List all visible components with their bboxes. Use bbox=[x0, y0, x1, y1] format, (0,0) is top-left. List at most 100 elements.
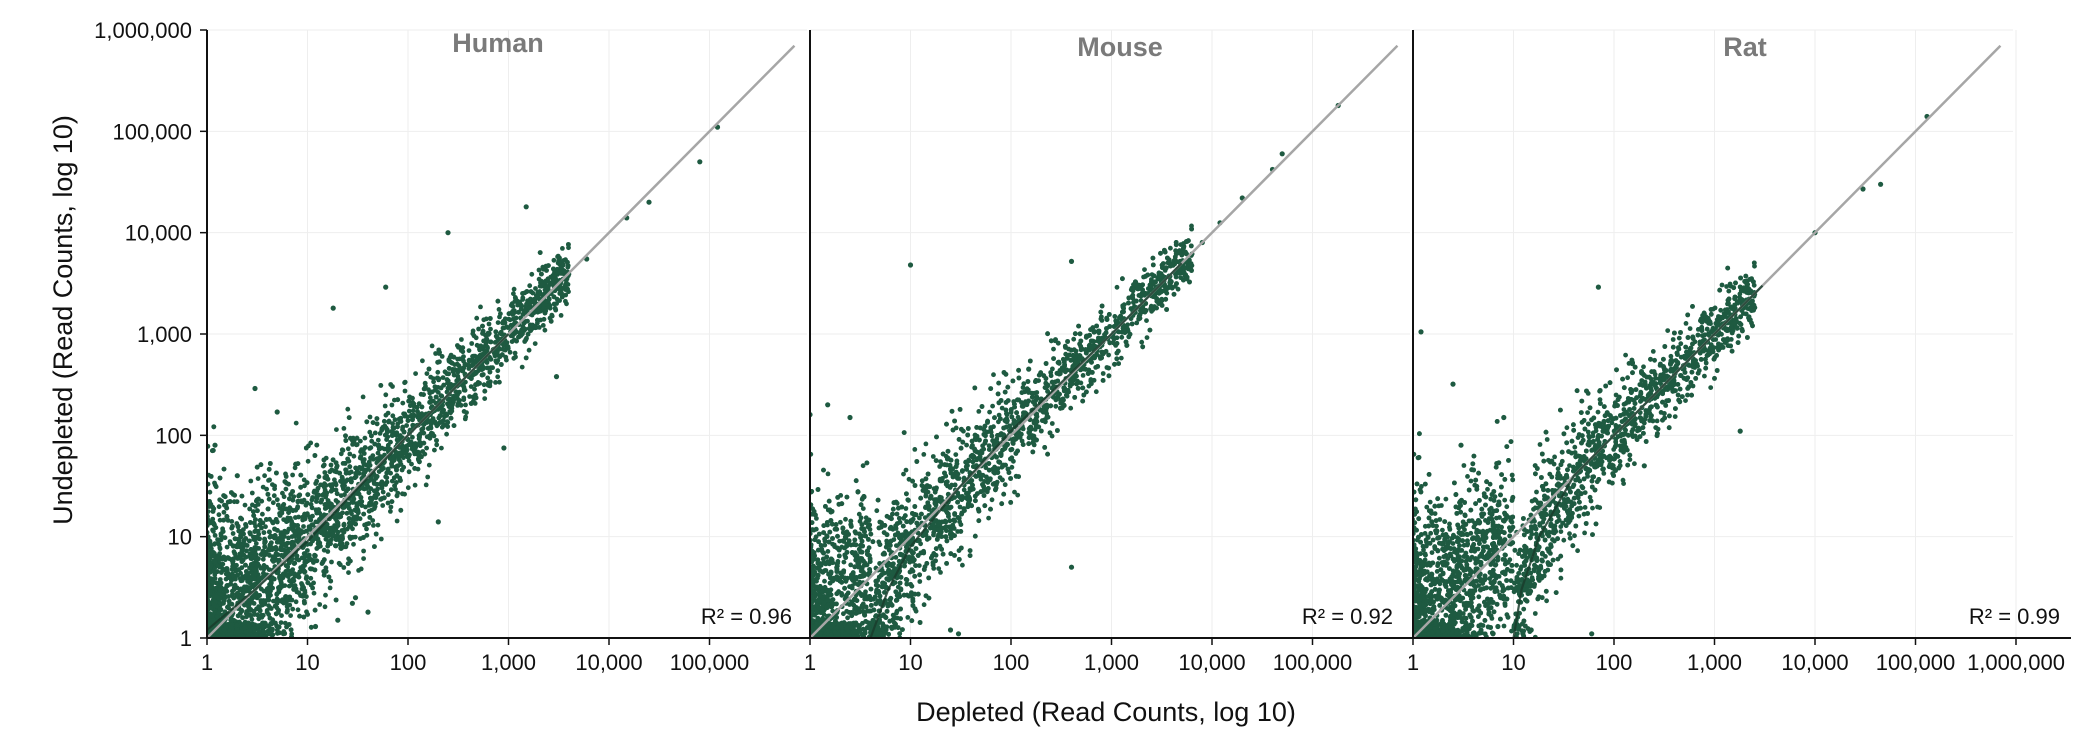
data-point bbox=[354, 502, 360, 508]
data-point bbox=[402, 388, 408, 394]
data-point bbox=[317, 602, 323, 607]
data-point bbox=[429, 421, 434, 427]
data-point bbox=[276, 607, 281, 613]
data-point bbox=[255, 496, 261, 502]
data-point bbox=[329, 559, 334, 565]
data-point bbox=[230, 531, 236, 536]
data-point bbox=[234, 562, 239, 568]
data-point bbox=[528, 289, 534, 294]
data-point bbox=[268, 533, 274, 539]
data-point bbox=[215, 541, 221, 546]
data-point bbox=[421, 421, 427, 427]
data-point bbox=[308, 517, 314, 523]
data-point bbox=[222, 595, 228, 601]
data-point bbox=[358, 566, 364, 572]
data-point bbox=[217, 517, 223, 523]
data-point bbox=[210, 448, 215, 454]
data-point bbox=[480, 323, 485, 329]
data-point bbox=[283, 471, 288, 477]
data-point bbox=[253, 517, 258, 522]
data-point bbox=[436, 347, 442, 353]
data-point bbox=[314, 546, 320, 551]
data-point bbox=[350, 499, 356, 504]
data-point bbox=[270, 576, 276, 582]
data-point bbox=[388, 509, 393, 514]
data-point bbox=[360, 459, 366, 465]
data-point bbox=[290, 539, 295, 545]
data-point bbox=[276, 587, 282, 593]
data-point bbox=[230, 524, 235, 529]
data-point bbox=[266, 478, 271, 483]
data-point bbox=[537, 250, 543, 256]
data-point bbox=[272, 535, 277, 541]
data-point bbox=[546, 263, 551, 268]
data-point bbox=[401, 455, 406, 461]
data-point bbox=[345, 561, 351, 566]
data-point bbox=[221, 466, 227, 472]
data-point bbox=[232, 551, 238, 556]
data-point bbox=[247, 538, 252, 544]
data-point bbox=[400, 424, 406, 430]
data-point bbox=[488, 356, 493, 362]
data-point bbox=[217, 475, 223, 481]
data-point bbox=[389, 461, 394, 467]
data-point bbox=[398, 478, 403, 483]
data-point bbox=[312, 567, 318, 573]
data-point bbox=[697, 159, 703, 165]
data-point bbox=[443, 411, 449, 417]
data-point bbox=[302, 516, 308, 522]
data-point bbox=[481, 317, 487, 323]
data-point bbox=[410, 408, 416, 414]
data-point bbox=[385, 492, 391, 498]
data-point bbox=[390, 457, 396, 462]
data-point bbox=[239, 576, 245, 582]
data-point bbox=[401, 429, 407, 435]
data-point bbox=[501, 347, 506, 352]
scatter-points bbox=[207, 102, 1930, 638]
data-point bbox=[266, 496, 272, 502]
data-point bbox=[243, 562, 248, 568]
data-point bbox=[273, 611, 279, 617]
data-point bbox=[315, 536, 321, 542]
data-point bbox=[277, 535, 283, 541]
data-point bbox=[473, 395, 479, 401]
data-point bbox=[417, 443, 423, 449]
data-point bbox=[434, 438, 439, 443]
data-point bbox=[286, 535, 291, 541]
data-point bbox=[540, 323, 546, 328]
data-point bbox=[242, 602, 247, 608]
data-point bbox=[375, 450, 381, 456]
data-point bbox=[247, 506, 253, 512]
data-point bbox=[439, 445, 444, 451]
data-point bbox=[341, 565, 347, 570]
data-point bbox=[274, 497, 280, 503]
data-point bbox=[345, 446, 351, 452]
data-point bbox=[225, 518, 231, 523]
data-point bbox=[227, 499, 233, 504]
data-point bbox=[261, 588, 267, 594]
data-point bbox=[454, 378, 460, 383]
data-point bbox=[236, 567, 242, 572]
data-point bbox=[406, 398, 412, 404]
data-point bbox=[509, 302, 514, 308]
data-point bbox=[247, 613, 253, 618]
data-point bbox=[378, 383, 384, 388]
data-point bbox=[446, 404, 452, 409]
data-point bbox=[262, 540, 267, 546]
data-point bbox=[225, 555, 231, 560]
data-point bbox=[515, 302, 521, 308]
data-point bbox=[380, 503, 386, 508]
data-point bbox=[311, 590, 317, 596]
data-point bbox=[282, 479, 288, 484]
data-point bbox=[529, 271, 535, 277]
data-point bbox=[535, 317, 540, 323]
data-point bbox=[305, 558, 311, 564]
data-point bbox=[543, 308, 549, 314]
data-point bbox=[313, 519, 319, 525]
data-point bbox=[459, 356, 465, 361]
data-point bbox=[344, 541, 350, 546]
data-point bbox=[288, 571, 293, 577]
data-point bbox=[255, 508, 260, 514]
data-point bbox=[323, 494, 328, 500]
data-point bbox=[520, 291, 525, 296]
